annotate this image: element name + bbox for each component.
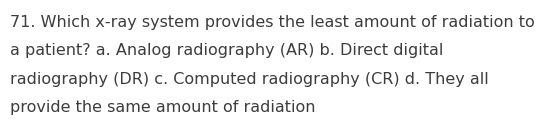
Text: provide the same amount of radiation: provide the same amount of radiation: [10, 100, 315, 115]
Text: 71. Which x-ray system provides the least amount of radiation to: 71. Which x-ray system provides the leas…: [10, 15, 535, 30]
Text: a patient? a. Analog radiography (AR) b. Direct digital: a patient? a. Analog radiography (AR) b.…: [10, 43, 444, 58]
Text: radiography (DR) c. Computed radiography (CR) d. They all: radiography (DR) c. Computed radiography…: [10, 72, 489, 87]
